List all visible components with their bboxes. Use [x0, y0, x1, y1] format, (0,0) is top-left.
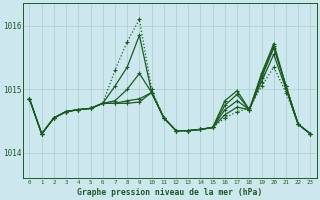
X-axis label: Graphe pression niveau de la mer (hPa): Graphe pression niveau de la mer (hPa): [77, 188, 263, 197]
